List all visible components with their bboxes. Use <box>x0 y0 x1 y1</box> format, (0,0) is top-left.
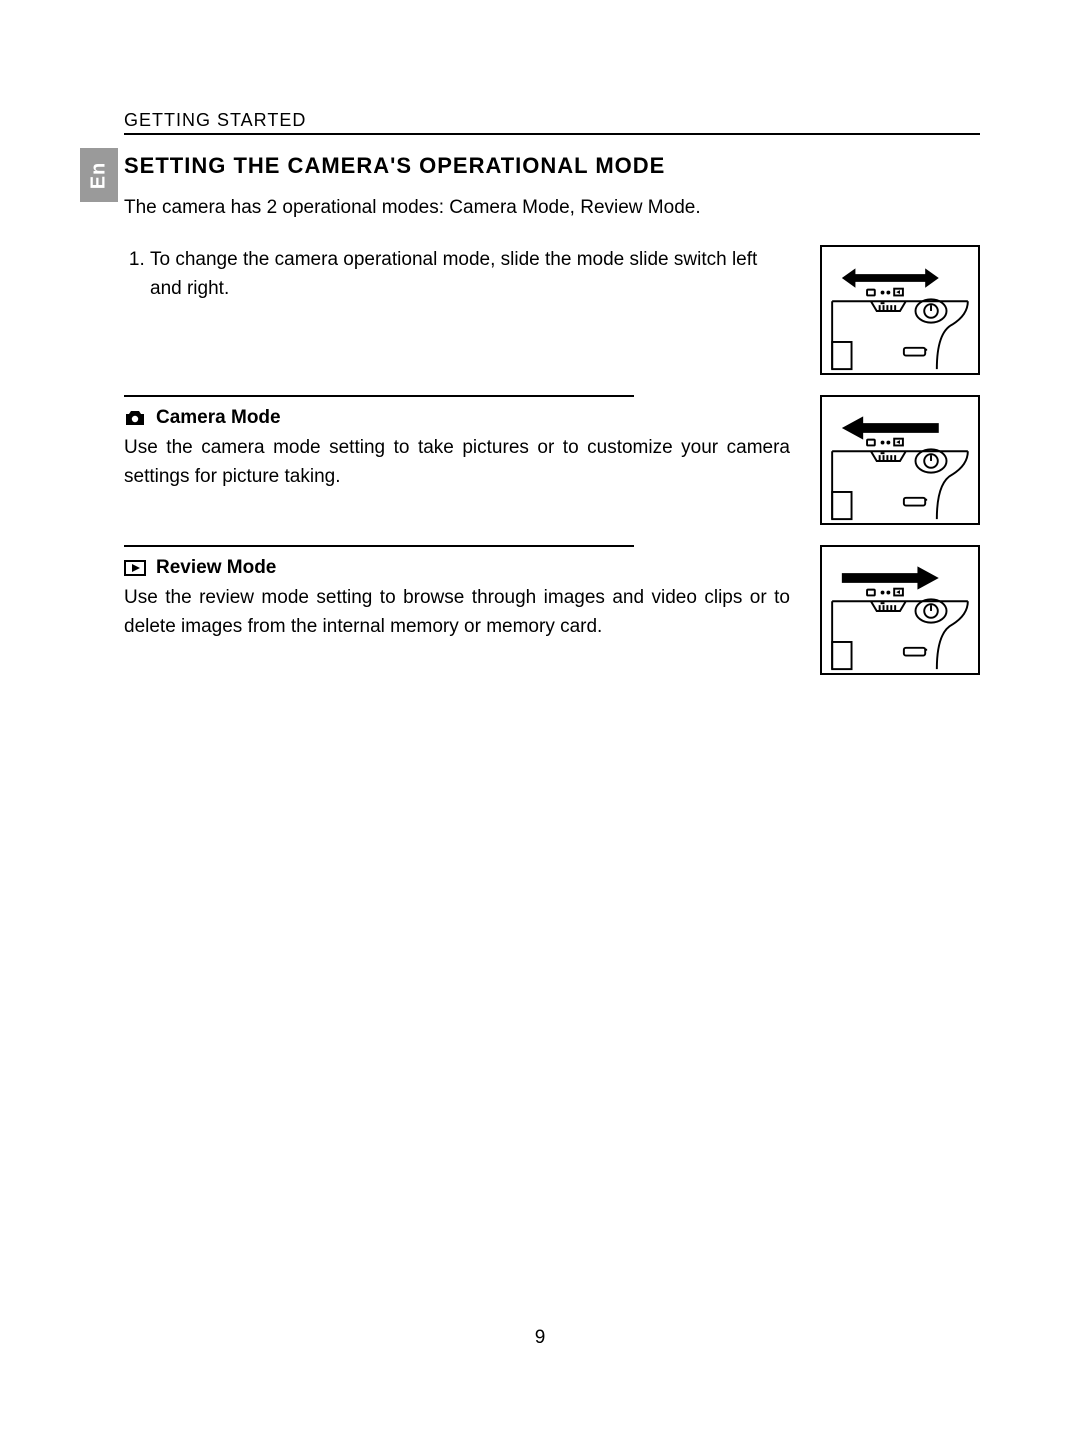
review-mode-text: Review Mode Use the review mode setting … <box>124 545 790 642</box>
mode-switch-diagram <box>820 245 980 375</box>
divider <box>124 395 634 397</box>
review-mode-heading-label: Review Mode <box>156 557 276 579</box>
camera-mode-diagram <box>820 395 980 525</box>
page-number: 9 <box>0 1327 1080 1349</box>
step-list: To change the camera operational mode, s… <box>124 245 790 304</box>
language-tab: En <box>80 148 118 202</box>
divider <box>124 545 634 547</box>
page-title: SETTING THE CAMERA'S OPERATIONAL MODE <box>124 153 980 179</box>
manual-page: GETTING STARTED En SETTING THE CAMERA'S … <box>0 0 1080 1429</box>
step-item: To change the camera operational mode, s… <box>150 245 790 304</box>
camera-mode-row: Camera Mode Use the camera mode setting … <box>124 395 980 525</box>
review-mode-diagram <box>820 545 980 675</box>
camera-mode-heading-label: Camera Mode <box>156 407 281 429</box>
camera-mode-body: Use the camera mode setting to take pict… <box>124 433 790 492</box>
play-icon <box>124 560 146 576</box>
step-row: To change the camera operational mode, s… <box>124 245 980 375</box>
page-content: SETTING THE CAMERA'S OPERATIONAL MODE Th… <box>124 153 980 675</box>
review-mode-body: Use the review mode setting to browse th… <box>124 583 790 642</box>
camera-icon <box>124 410 146 426</box>
camera-mode-heading: Camera Mode <box>124 407 790 429</box>
section-header: GETTING STARTED <box>124 110 980 135</box>
review-mode-heading: Review Mode <box>124 557 790 579</box>
intro-text: The camera has 2 operational modes: Came… <box>124 197 980 219</box>
review-mode-row: Review Mode Use the review mode setting … <box>124 545 980 675</box>
camera-mode-text: Camera Mode Use the camera mode setting … <box>124 395 790 492</box>
step-text-column: To change the camera operational mode, s… <box>124 245 790 304</box>
language-tab-label: En <box>88 161 111 189</box>
